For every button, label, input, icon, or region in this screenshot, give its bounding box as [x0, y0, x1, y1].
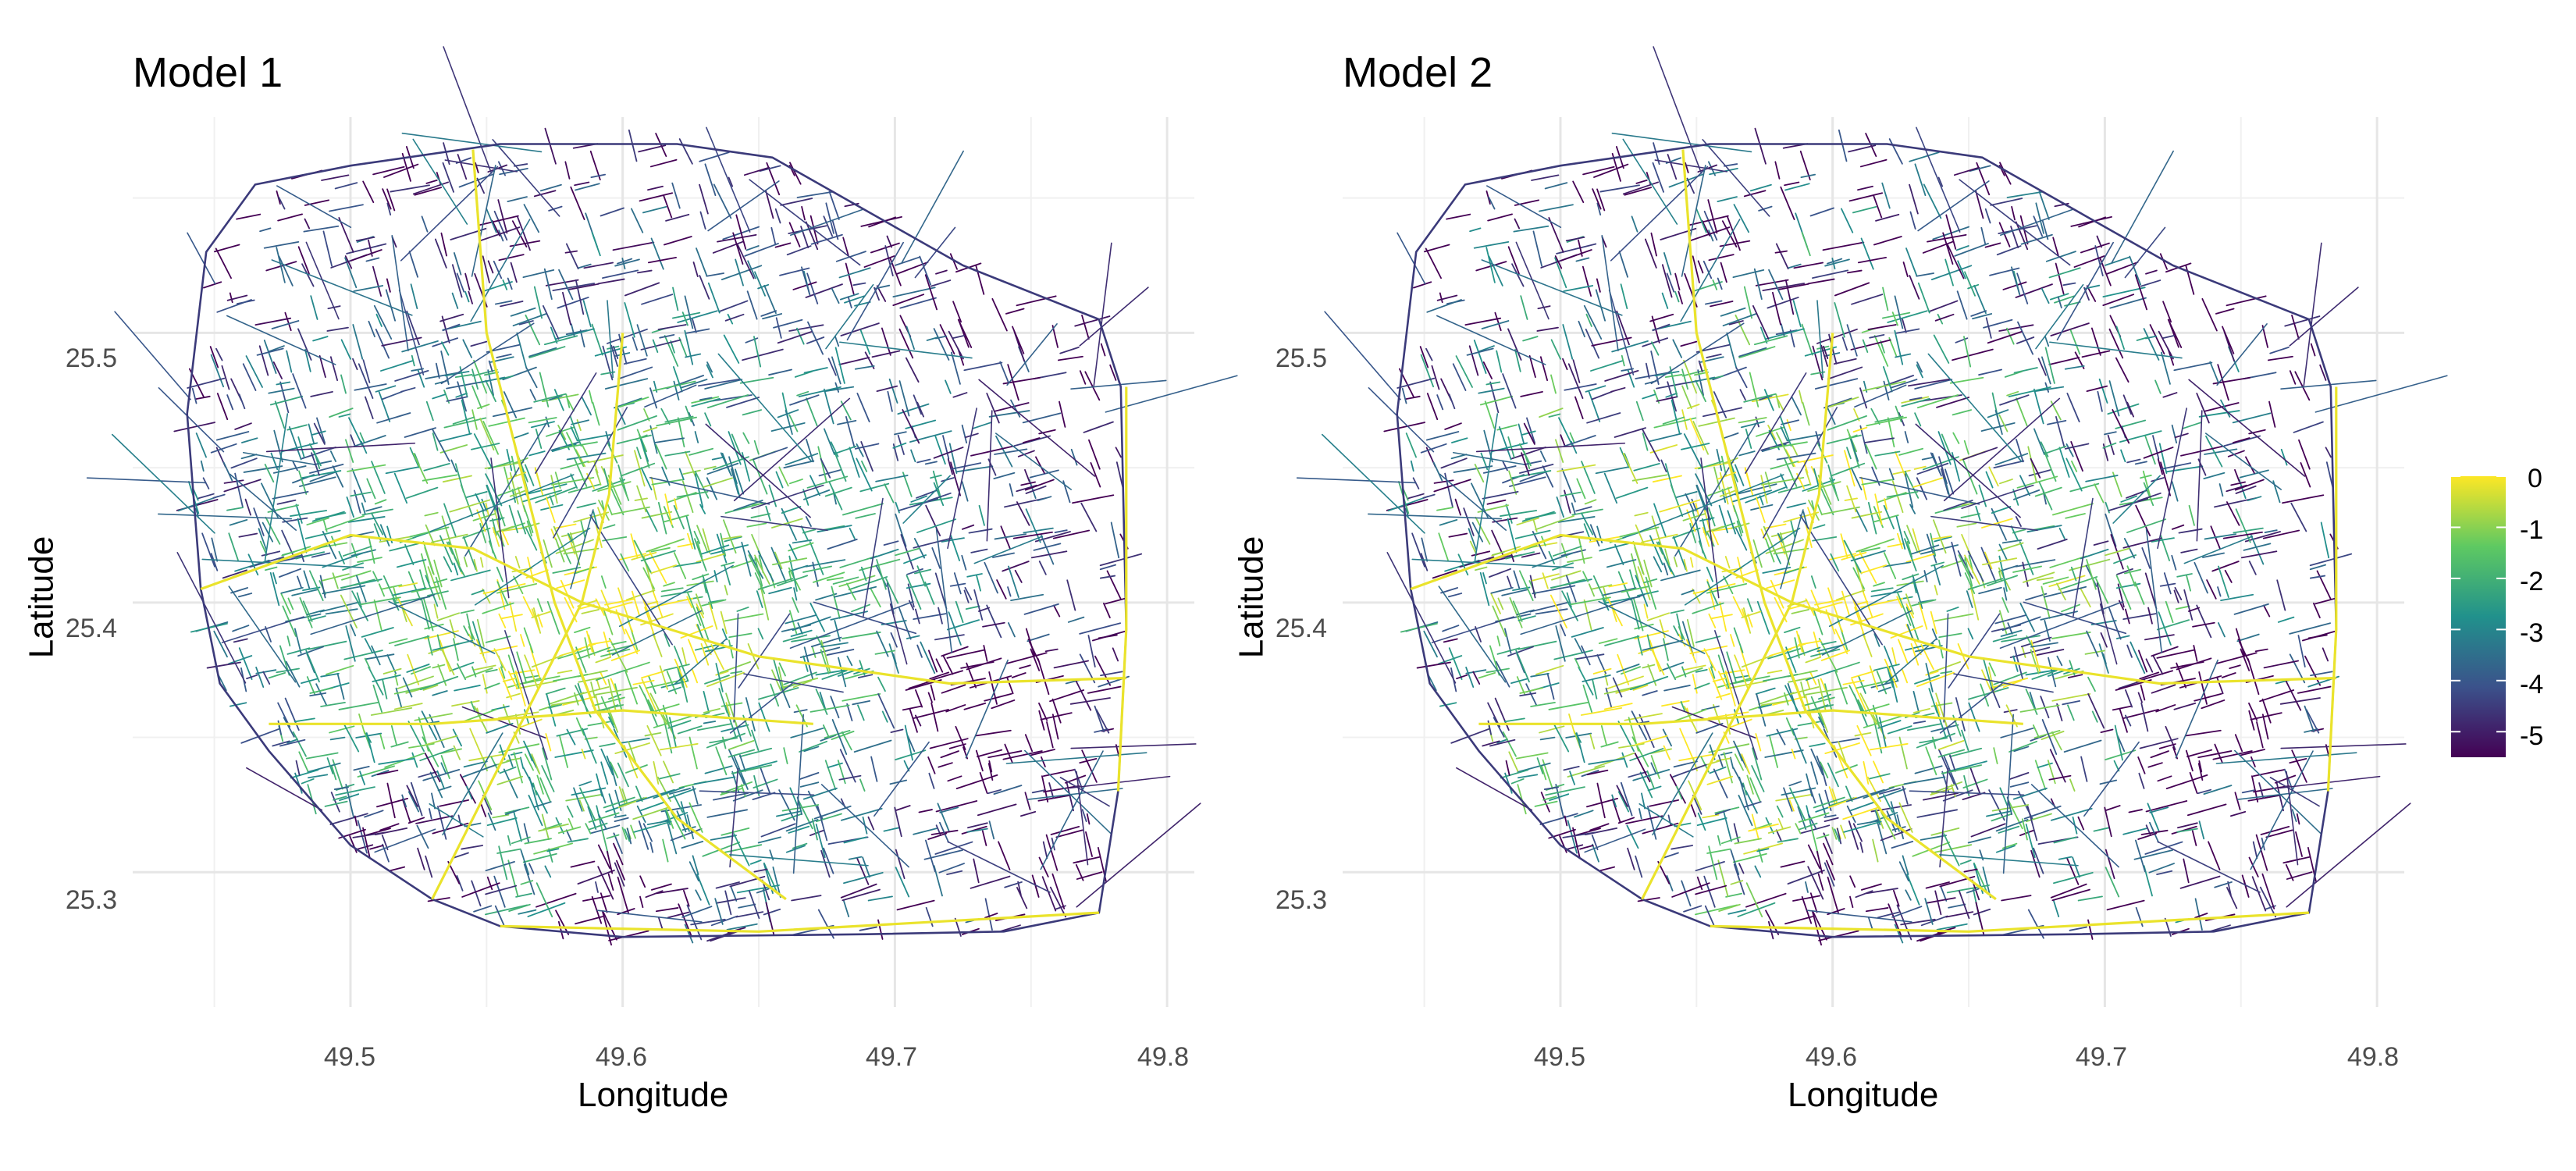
- panel-model-1: Model 1 25.5 25.4 25.3 49.5 49.6 49.7 49…: [0, 0, 1238, 1171]
- highway: [500, 911, 1099, 933]
- legend-tick-label: -5: [2520, 721, 2544, 751]
- legend-colorbar: [2451, 476, 2506, 757]
- y-tick-label: 25.5: [65, 343, 117, 373]
- y-tick-label: 25.3: [65, 885, 117, 915]
- legend-tick-label: -1: [2520, 515, 2544, 545]
- grid-lines: [1343, 117, 2404, 1007]
- road-network-map: [86, 46, 1238, 1007]
- x-tick-label: 49.6: [595, 1042, 648, 1072]
- highway: [1710, 911, 2309, 933]
- x-axis-title: Longitude: [578, 1076, 729, 1114]
- highway: [1478, 709, 2023, 725]
- x-tick-label: 49.8: [1137, 1042, 1190, 1072]
- x-tick-label: 49.5: [323, 1042, 376, 1072]
- highway: [1116, 386, 1128, 792]
- y-axis-title: Latitude: [1232, 536, 1271, 659]
- x-tick-label: 49.8: [2347, 1042, 2400, 1072]
- highway: [2326, 386, 2338, 792]
- highway: [431, 333, 624, 900]
- color-legend: 0 -1 -2 -3 -4 -5: [2451, 464, 2568, 765]
- x-axis-title: Longitude: [1788, 1076, 1939, 1114]
- colorbar-gradient: [2451, 476, 2506, 757]
- x-tick-label: 49.6: [1805, 1042, 1858, 1072]
- road-segments: [86, 46, 1238, 946]
- y-tick-label: 25.4: [1275, 614, 1327, 643]
- legend-tick-label: -4: [2520, 670, 2544, 699]
- highway: [471, 149, 787, 901]
- road-segments: [1296, 46, 2448, 946]
- x-tick-label: 49.5: [1533, 1042, 1586, 1072]
- grid-lines: [133, 117, 1194, 1007]
- y-tick-label: 25.3: [1275, 885, 1327, 915]
- legend-tick-label: -2: [2520, 567, 2544, 596]
- y-axis-title: Latitude: [22, 536, 61, 659]
- panel-model-2: Model 2 25.5 25.4 25.3 49.5 49.6 49.7 49…: [1210, 0, 2448, 1171]
- panel-title: Model 2: [1343, 49, 1493, 96]
- highway: [1641, 333, 1834, 900]
- legend-tick-label: -3: [2520, 618, 2544, 648]
- panel-title: Model 1: [133, 49, 283, 96]
- highway: [1681, 149, 1997, 901]
- x-tick-label: 49.7: [2075, 1042, 2128, 1072]
- y-tick-label: 25.4: [65, 614, 117, 643]
- highway: [269, 709, 813, 725]
- x-tick-label: 49.7: [865, 1042, 918, 1072]
- road-network-map: [1296, 46, 2448, 1007]
- legend-tick-label: 0: [2528, 464, 2542, 493]
- y-tick-label: 25.5: [1275, 343, 1327, 373]
